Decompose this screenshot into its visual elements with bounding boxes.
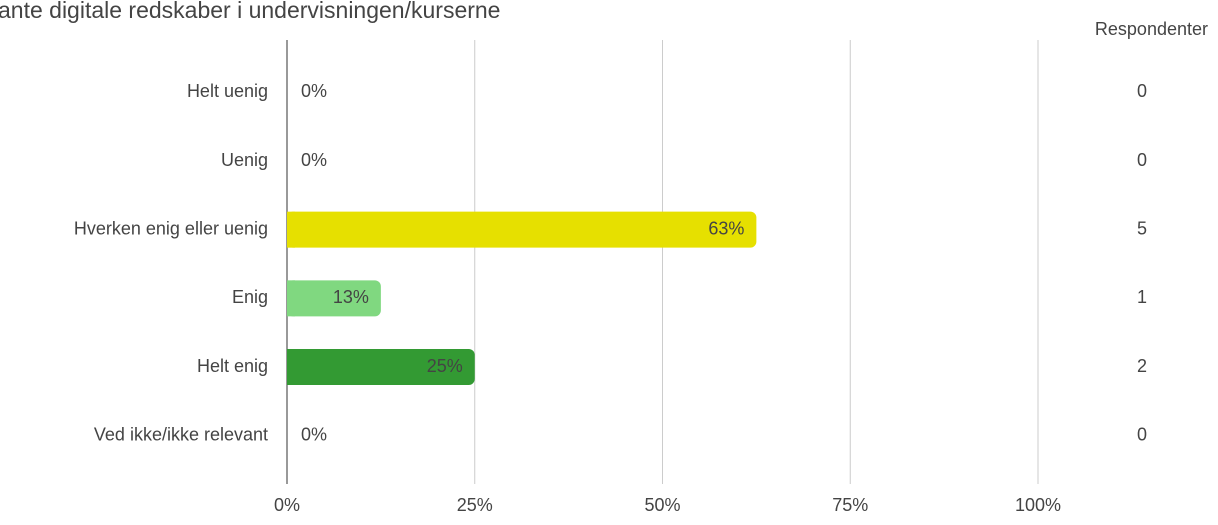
y-tick-label: Uenig	[221, 150, 268, 170]
respondents-count: 5	[1137, 218, 1147, 238]
value-label: 0%	[301, 150, 327, 170]
value-label: 0%	[301, 424, 327, 444]
y-tick-label: Enig	[232, 287, 268, 307]
respondents-count: 2	[1137, 356, 1147, 376]
bar-corner	[287, 280, 295, 317]
x-tick-label: 100%	[1015, 495, 1061, 515]
value-label: 0%	[301, 81, 327, 101]
x-tick-label: 25%	[457, 495, 493, 515]
value-label: 25%	[427, 356, 463, 376]
respondents-count: 1	[1137, 287, 1147, 307]
x-tick-label: 0%	[274, 495, 300, 515]
bar	[287, 280, 381, 317]
bar-corner	[287, 211, 295, 248]
bar	[287, 349, 475, 385]
y-tick-label: Helt enig	[197, 356, 268, 376]
respondents-count: 0	[1137, 424, 1147, 444]
value-label: 63%	[708, 218, 744, 238]
x-tick-label: 75%	[832, 495, 868, 515]
chart-title: ante digitale redskaber i undervisningen…	[0, 0, 500, 23]
bar-corner	[287, 349, 295, 385]
respondents-count: 0	[1137, 150, 1147, 170]
bar	[287, 211, 757, 248]
y-tick-label: Helt uenig	[187, 81, 268, 101]
respondents-count: 0	[1137, 81, 1147, 101]
y-tick-label: Hverken enig eller uenig	[74, 218, 268, 238]
value-label: 13%	[333, 287, 369, 307]
respondents-header: Respondenter	[1095, 19, 1208, 39]
y-tick-label: Ved ikke/ikke relevant	[94, 424, 268, 444]
x-tick-label: 50%	[644, 495, 680, 515]
